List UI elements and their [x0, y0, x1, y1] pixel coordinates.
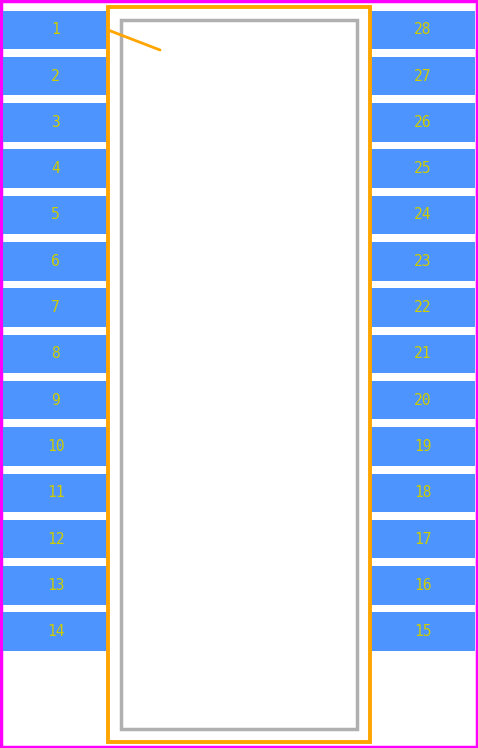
Text: 24: 24	[414, 207, 431, 222]
Bar	[3, 520, 108, 558]
Bar	[3, 427, 108, 466]
Bar	[3, 57, 108, 95]
Text: 12: 12	[47, 532, 64, 547]
Bar	[370, 10, 475, 49]
Bar	[370, 288, 475, 327]
Bar	[108, 7, 370, 741]
Text: 3: 3	[51, 115, 60, 130]
Text: 22: 22	[414, 300, 431, 315]
Bar	[370, 150, 475, 188]
Text: 8: 8	[51, 346, 60, 361]
Bar	[370, 427, 475, 466]
Bar	[3, 150, 108, 188]
Text: 7: 7	[51, 300, 60, 315]
Text: 28: 28	[414, 22, 431, 37]
Bar	[3, 381, 108, 420]
Text: 4: 4	[51, 161, 60, 176]
Text: 21: 21	[414, 346, 431, 361]
Bar	[370, 242, 475, 280]
Text: 2: 2	[51, 69, 60, 84]
Text: 15: 15	[414, 624, 431, 639]
Text: 11: 11	[47, 485, 64, 500]
Text: 5: 5	[51, 207, 60, 222]
Text: 10: 10	[47, 439, 64, 454]
Text: 20: 20	[414, 393, 431, 408]
Bar	[370, 613, 475, 651]
Text: 9: 9	[51, 393, 60, 408]
Bar	[370, 566, 475, 604]
Text: 14: 14	[47, 624, 64, 639]
Bar	[370, 473, 475, 512]
Bar	[121, 19, 357, 729]
Bar	[3, 196, 108, 234]
Text: 27: 27	[414, 69, 431, 84]
Bar	[3, 10, 108, 49]
Bar	[3, 288, 108, 327]
Text: 13: 13	[47, 578, 64, 593]
Text: 6: 6	[51, 254, 60, 269]
Text: 23: 23	[414, 254, 431, 269]
Bar	[3, 613, 108, 651]
Text: 18: 18	[414, 485, 431, 500]
Bar	[370, 57, 475, 95]
Text: 17: 17	[414, 532, 431, 547]
Text: 19: 19	[414, 439, 431, 454]
Bar	[3, 242, 108, 280]
Bar	[370, 103, 475, 141]
Text: 1: 1	[51, 22, 60, 37]
Bar	[3, 473, 108, 512]
Bar	[3, 566, 108, 604]
Bar	[3, 334, 108, 373]
Text: 26: 26	[414, 115, 431, 130]
Text: 16: 16	[414, 578, 431, 593]
Bar	[370, 381, 475, 420]
Bar	[3, 103, 108, 141]
Bar	[370, 520, 475, 558]
Text: 25: 25	[414, 161, 431, 176]
Bar	[370, 334, 475, 373]
Bar	[370, 196, 475, 234]
